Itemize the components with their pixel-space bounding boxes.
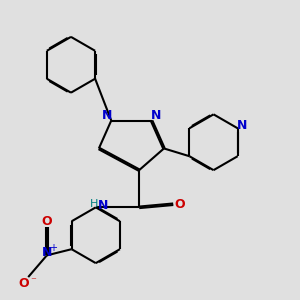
Text: N: N <box>151 110 161 122</box>
Text: O: O <box>174 198 185 211</box>
Text: N: N <box>237 119 248 132</box>
Text: +: + <box>49 243 57 253</box>
Text: N: N <box>42 246 52 259</box>
Text: H: H <box>90 199 98 209</box>
Text: N: N <box>101 110 112 122</box>
Text: O: O <box>18 277 29 290</box>
Text: ⁻: ⁻ <box>30 277 36 287</box>
Text: N: N <box>98 199 109 212</box>
Text: O: O <box>41 215 52 228</box>
